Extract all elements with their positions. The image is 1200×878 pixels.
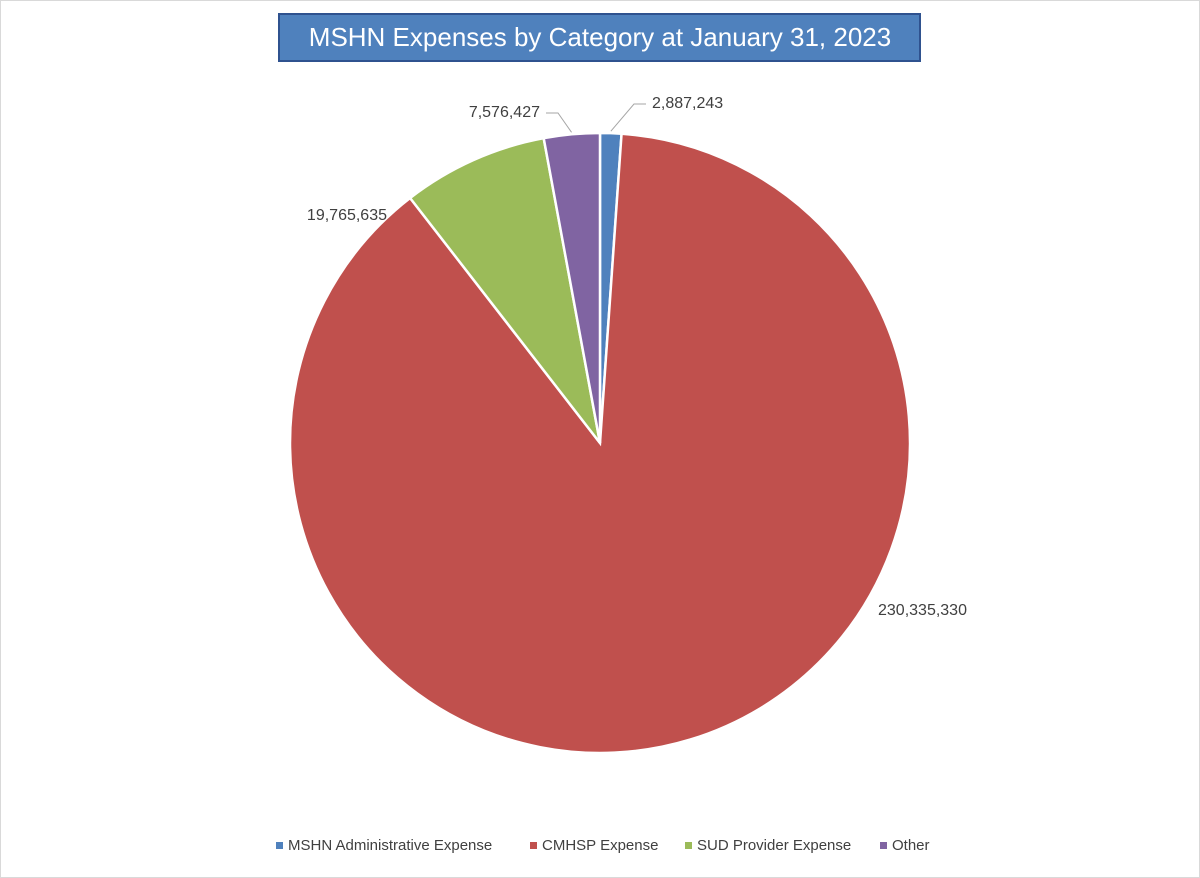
legend-swatch [685, 842, 692, 849]
title-box [278, 13, 921, 62]
pie-slice [408, 136, 602, 444]
leader-line [610, 103, 646, 132]
pie-slice [288, 132, 912, 755]
legend-swatch [880, 842, 887, 849]
data-label: 230,335,330 [878, 602, 967, 619]
pie-slice [542, 131, 602, 444]
chart-title: MSHN Expenses by Category at January 31,… [309, 22, 891, 52]
legend-label: Other [892, 837, 930, 854]
legend-label: SUD Provider Expense [697, 837, 851, 854]
legend-label: CMHSP Expense [542, 837, 658, 854]
legend-label: MSHN Administrative Expense [288, 837, 492, 854]
legend-swatch [276, 842, 283, 849]
legend-swatch [530, 842, 537, 849]
data-label: 2,887,243 [652, 95, 723, 112]
leader-line [546, 112, 572, 133]
data-label: 7,576,427 [469, 104, 540, 121]
data-label: 19,765,635 [307, 207, 387, 224]
